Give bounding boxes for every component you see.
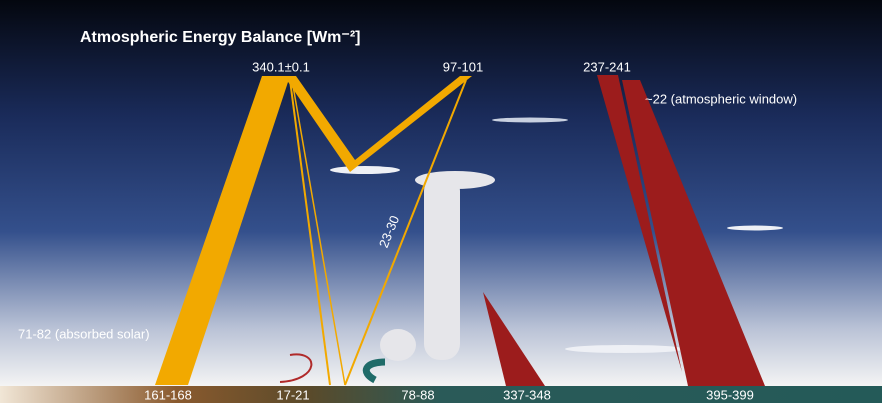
label: ~22 (atmospheric window) bbox=[645, 91, 797, 106]
label: 237-241 bbox=[583, 59, 631, 74]
surface-label: 78-88 bbox=[401, 387, 434, 402]
label: 340.1±0.1 bbox=[252, 59, 310, 74]
surface-label: 17-21 bbox=[276, 387, 309, 402]
diagram: Atmospheric Energy Balance [Wm⁻²] 340.1±… bbox=[0, 0, 882, 403]
cloud bbox=[380, 329, 416, 361]
surface-label: 395-399 bbox=[706, 387, 754, 402]
page: Atmospheric Energy Balance [Wm⁻²] 340.1±… bbox=[0, 0, 882, 403]
title: Atmospheric Energy Balance [Wm⁻²] bbox=[80, 29, 361, 46]
surface-label: 161-168 bbox=[144, 387, 192, 402]
label: 97-101 bbox=[443, 59, 483, 74]
label: 71-82 (absorbed solar) bbox=[18, 326, 150, 341]
surface-label: 337-348 bbox=[503, 387, 551, 402]
cloud bbox=[330, 166, 400, 174]
cloud bbox=[565, 345, 685, 353]
cloud bbox=[727, 226, 783, 231]
cloud bbox=[492, 118, 568, 123]
cloud-tower bbox=[424, 175, 460, 360]
